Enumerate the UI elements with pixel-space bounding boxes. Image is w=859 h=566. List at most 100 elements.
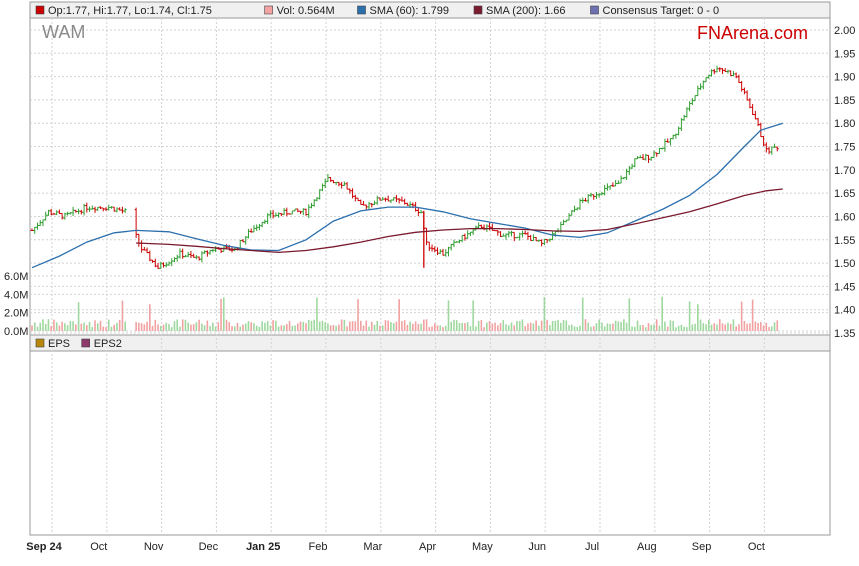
volume-bar: [464, 323, 466, 331]
moving-averages: [31, 122, 783, 269]
volume-bar: [694, 323, 696, 331]
volume-bar: [538, 325, 540, 331]
volume-bar: [299, 321, 302, 331]
volume-bar: [477, 320, 480, 331]
x-tick-label: Apr: [419, 541, 436, 553]
volume-bar: [634, 326, 636, 331]
volume-bar: [335, 325, 337, 331]
volume-bar: [702, 323, 705, 331]
volume-bar: [368, 326, 370, 331]
volume-bar: [223, 297, 225, 331]
volume-tick-label: 0.0M: [4, 326, 28, 338]
eps-legend-bar: [29, 334, 831, 352]
volume-bar: [305, 323, 307, 331]
volume-bar: [450, 321, 453, 331]
volume-bar: [206, 320, 209, 331]
volume-bar: [195, 322, 198, 331]
volume-bar: [447, 300, 450, 331]
volume-bar: [606, 323, 609, 331]
volume-bar: [66, 325, 69, 331]
y-tick-label: 1.40: [834, 305, 855, 317]
volume-bar: [231, 326, 233, 331]
volume-bar: [105, 327, 107, 331]
y-tick-label: 2.00: [834, 25, 855, 37]
x-tick-label: Oct: [90, 541, 107, 553]
volume-bar: [499, 323, 502, 331]
sma200-line: [136, 188, 783, 254]
volume-bar: [502, 320, 505, 331]
volume-tick-label: 6.0M: [4, 271, 28, 283]
volume-bar: [507, 325, 510, 331]
volume-bar: [494, 322, 496, 331]
volume-bar: [47, 319, 50, 331]
volume-tick-label: 2.0M: [4, 308, 28, 320]
volume-bar: [614, 320, 617, 331]
volume-bar: [439, 325, 442, 331]
volume-bar: [253, 323, 255, 331]
volume-bar: [428, 327, 431, 331]
volume-bar: [159, 325, 162, 331]
volume-bar: [444, 325, 447, 331]
volume-bar: [99, 320, 102, 331]
volume-bar: [716, 324, 718, 331]
y-tick-label: 1.45: [834, 281, 855, 293]
volume-bar: [236, 322, 239, 331]
date-axis: Sep 24 Oct Nov Dec Jan 25 Feb Mar Apr May Jun Jul A…: [26, 541, 765, 553]
volume-bar: [362, 325, 365, 331]
y-tick-label: 1.75: [834, 142, 855, 154]
volume-bar: [151, 325, 154, 331]
volume-bar: [771, 326, 773, 331]
volume-bar: [623, 319, 625, 331]
volume-bar: [680, 324, 683, 331]
volume-bar: [727, 322, 729, 331]
volume-bar: [75, 324, 77, 331]
volume-bar: [650, 324, 653, 331]
volume-bar: [562, 319, 565, 331]
volume-bar: [620, 322, 622, 331]
x-tick-label: Mar: [363, 541, 382, 553]
x-tick-label: Jul: [585, 541, 599, 553]
volume-bar: [365, 320, 368, 331]
volume-bar: [179, 326, 181, 331]
volume-bar: [329, 325, 332, 331]
volume-bar: [283, 325, 285, 331]
volume-bar: [239, 326, 242, 331]
volume-bar: [677, 325, 680, 331]
volume-bar: [140, 323, 143, 331]
eps-legend: EPS EPS2: [35, 338, 122, 350]
volume-bar: [255, 325, 258, 331]
volume-bar: [203, 325, 206, 331]
volume-bar: [573, 326, 576, 331]
volume-bar: [135, 322, 137, 331]
volume-bar: [414, 321, 417, 331]
volume-bar: [527, 323, 529, 331]
eps-legend-item-label: EPS2: [94, 338, 122, 350]
volume-tick-label: 4.0M: [4, 289, 28, 301]
volume-bar: [751, 299, 754, 331]
volume-bar: [77, 302, 80, 331]
eps-legend-item-swatch: [81, 338, 90, 348]
volume-bar: [461, 322, 463, 331]
volume-bar: [683, 326, 685, 331]
volume-bar: [653, 324, 655, 331]
volume-bar: [321, 320, 324, 331]
volume-bar: [513, 325, 516, 331]
volume-bar: [360, 320, 362, 331]
volume-bar: [732, 319, 735, 331]
x-tick-label: Jun: [528, 541, 546, 553]
volume-bar: [672, 320, 674, 331]
volume-bar: [149, 304, 151, 331]
volume-bar: [603, 326, 606, 331]
volume-bar: [313, 319, 316, 331]
volume-bar: [291, 325, 294, 331]
price-legend-item-swatch: [264, 5, 273, 15]
volume-bar: [412, 323, 414, 331]
volume-bar: [590, 326, 592, 331]
volume-bar: [540, 320, 543, 331]
volume-bar: [636, 320, 639, 331]
volume-bar: [609, 323, 611, 331]
volume-bar: [351, 321, 354, 331]
volume-bar: [294, 325, 296, 331]
x-tick-label: Sep: [692, 541, 712, 553]
